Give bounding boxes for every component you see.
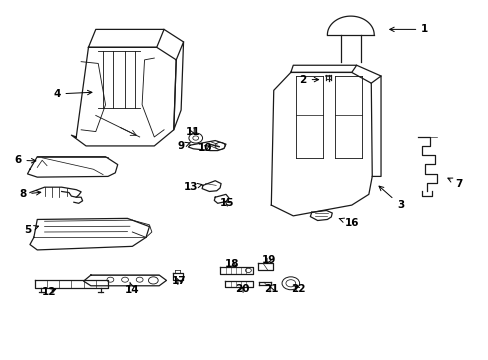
Text: 22: 22 [290,284,305,294]
Text: 1: 1 [389,24,427,35]
Text: 13: 13 [183,182,202,192]
Text: 21: 21 [264,284,278,294]
Text: 5: 5 [24,225,39,235]
Text: 15: 15 [220,198,234,208]
Text: 3: 3 [378,186,404,210]
Text: 19: 19 [261,255,276,265]
Text: 11: 11 [185,127,200,136]
Text: 20: 20 [234,284,249,294]
Text: 8: 8 [19,189,41,199]
Text: 4: 4 [53,89,92,99]
Text: 10: 10 [198,143,212,153]
Text: 14: 14 [125,282,140,295]
Text: 2: 2 [299,75,318,85]
Text: 6: 6 [14,155,36,165]
Text: 18: 18 [224,259,239,269]
Text: 16: 16 [338,218,358,228]
Text: 12: 12 [42,287,57,297]
Text: 17: 17 [171,276,185,286]
Text: 9: 9 [177,141,190,151]
Text: 7: 7 [447,178,462,189]
